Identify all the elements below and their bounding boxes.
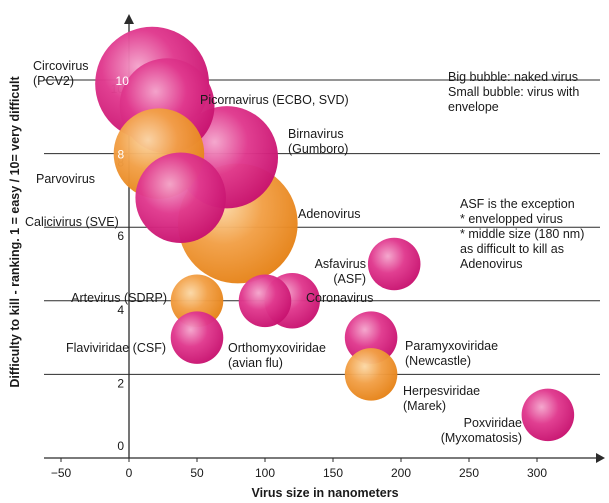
x-tick-label: 0	[126, 466, 133, 480]
x-tick-label: −50	[51, 466, 72, 480]
x-tick-label: 100	[255, 466, 275, 480]
point-label: Parvovirus	[36, 172, 95, 186]
bubble-paramyxoviridae-newcastle	[344, 311, 398, 364]
point-label: Adenovirus	[298, 207, 361, 221]
bubble-flaviviridae-csf	[170, 311, 224, 364]
point-labels: Circovirus (PCV2) Picornavirus (ECBO, SVD)…	[25, 59, 522, 445]
bubble-artevirus-sdrp	[170, 274, 224, 328]
bubble-herpesviridae-marek	[344, 348, 398, 401]
point-label: Paramyxoviridae (Newcastle)	[405, 339, 498, 368]
point-label: Coronavirus	[306, 291, 373, 305]
point-label: Flaviviridae (CSF)	[66, 341, 166, 355]
x-tick-label: 250	[459, 466, 479, 480]
legend-text: Big bubble: naked virus Small bubble: vir…	[448, 70, 579, 114]
point-label: Birnavirus (Gumboro)	[288, 127, 348, 156]
y-tick-label: 4	[117, 303, 124, 317]
notes: Big bubble: naked virus Small bubble: vir…	[448, 70, 584, 271]
point-label: Artevirus (SDRP)	[71, 291, 167, 305]
y-tick-label: 2	[117, 376, 124, 390]
point-label: Poxviridae (Myxomatosis)	[441, 416, 522, 445]
annotation-text: ASF is the exception * envelopped virus * …	[460, 197, 584, 271]
bubble-calicivirus-sve	[135, 152, 226, 244]
point-label: Calicivirus (SVE)	[25, 215, 119, 229]
bubble-asfavirus-asf	[367, 237, 421, 291]
x-tick-label: 50	[190, 466, 204, 480]
bubble-value-label: 10	[116, 74, 130, 88]
y-axis-label: Difficulty to kill - ranking. 1 = easy /…	[8, 76, 22, 388]
point-label: Circovirus (PCV2)	[33, 59, 89, 88]
y-tick-label: 6	[117, 229, 124, 243]
y-tick-label: 0	[117, 439, 124, 453]
bubbles: 10 8	[95, 26, 575, 442]
point-label: Asfavirus (ASF)	[315, 257, 366, 286]
x-tick-label: 150	[323, 466, 343, 480]
x-axis-arrow	[596, 453, 605, 463]
x-tick-label: 300	[527, 466, 547, 480]
bubble-coronavirus-second-bubble	[238, 274, 292, 328]
x-tick-label: 200	[391, 466, 411, 480]
bubble-poxviridae-myxomatosis	[521, 388, 575, 442]
x-axis-label: Virus size in nanometers	[251, 486, 398, 500]
point-label: Picornavirus (ECBO, SVD)	[200, 93, 349, 107]
point-label: Orthomyxoviridae (avian flu)	[228, 341, 326, 370]
point-label: Herpesviridae (Marek)	[403, 384, 480, 413]
bubble-value-label: 8	[117, 148, 124, 162]
y-axis-arrow	[124, 14, 134, 24]
